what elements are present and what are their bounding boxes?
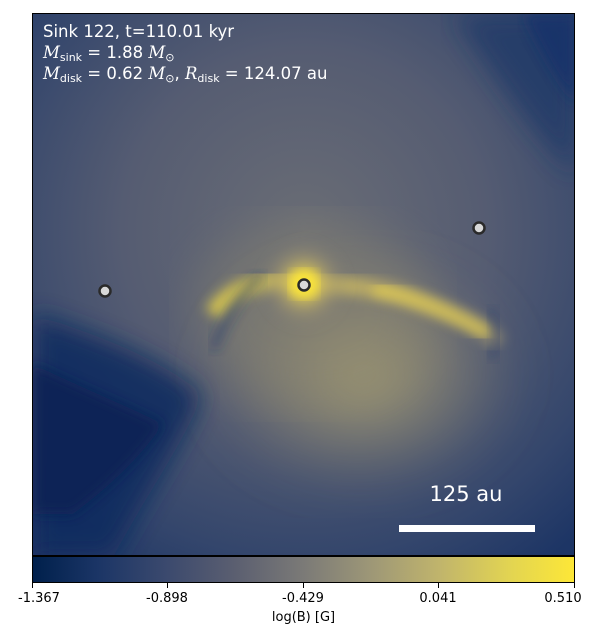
m-sun-subscript: ⊙	[165, 51, 175, 64]
colorbar-tick	[32, 583, 33, 588]
colorbar-tick	[438, 583, 439, 588]
colorbar-tick-label: -1.367	[18, 591, 60, 606]
sink-left	[98, 284, 112, 298]
magnetic-field-map	[32, 13, 575, 556]
m-sun-symbol: M	[148, 43, 166, 62]
m-disk-subscript: disk	[59, 72, 83, 85]
m-sink-subscript: sink	[59, 51, 83, 64]
m-disk-value: = 0.62	[82, 64, 149, 83]
scale-bar	[399, 525, 535, 532]
colorbar-tick	[303, 583, 304, 588]
disk-line: Mdisk = 0.62 M⊙, Rdisk = 124.07 au	[43, 63, 327, 84]
m-sink-value: = 1.88	[82, 43, 149, 62]
r-disk-value: = 124.07 au	[219, 64, 328, 83]
sink-time-line: Sink 122, t=110.01 kyr	[43, 22, 235, 41]
sink-right	[472, 221, 486, 235]
m-disk-symbol: M	[43, 64, 60, 83]
m-disk-sun-subscript: ⊙	[165, 72, 175, 85]
colorbar-tick-label: 0.041	[419, 591, 457, 606]
colorbar-tick-label: 0.510	[544, 591, 582, 606]
colorbar	[32, 556, 575, 583]
m-sink-symbol: M	[43, 43, 60, 62]
m-disk-sun-symbol: M	[148, 64, 166, 83]
colorbar-label: log(B) [G]	[271, 610, 336, 625]
r-disk-symbol: R	[184, 64, 198, 83]
disk-comma: ,	[174, 64, 185, 83]
colorbar-tick-label: -0.429	[282, 591, 324, 606]
sink-center	[297, 278, 311, 292]
sink-annotation: Sink 122, t=110.01 kyr Msink = 1.88 M⊙ M…	[43, 21, 327, 84]
r-disk-subscript: disk	[197, 72, 220, 85]
sink-mass-line: Msink = 1.88 M⊙	[43, 42, 327, 63]
colorbar-tick	[574, 583, 575, 588]
colorbar-tick	[167, 583, 168, 588]
scale-bar-label: 125 au	[429, 482, 503, 506]
colorbar-tick-label: -0.898	[146, 591, 188, 606]
field-image	[33, 14, 574, 555]
